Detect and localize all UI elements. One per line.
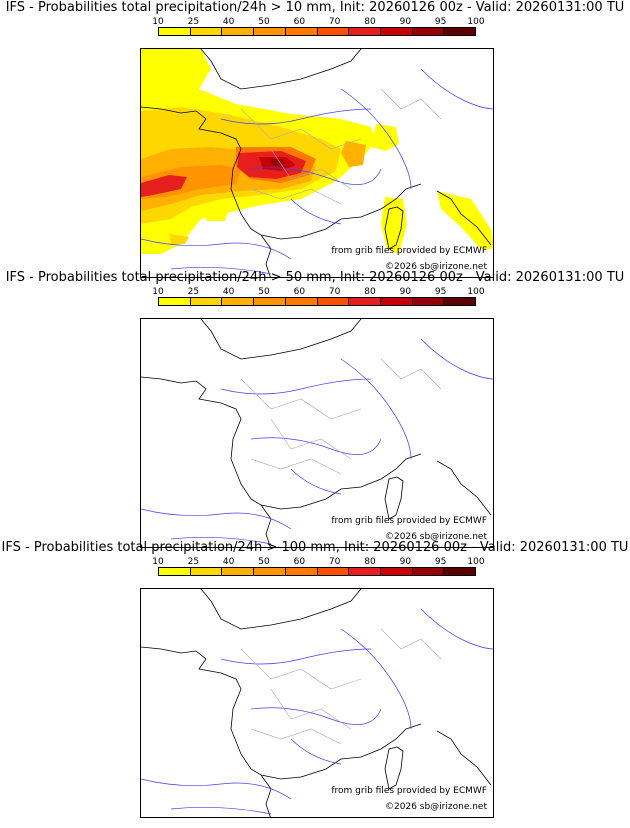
color-scale-labels: 10 25 40 50 60 70 80 90 95 100 bbox=[152, 557, 484, 567]
map-svg bbox=[141, 589, 493, 817]
scale-tick-label: 100 bbox=[467, 557, 485, 567]
scale-segment bbox=[317, 298, 350, 305]
scale-tick-label: 100 bbox=[467, 287, 485, 297]
scale-tick-label: 25 bbox=[187, 557, 200, 567]
scale-tick-label: 70 bbox=[328, 557, 341, 567]
scale-tick-label: 95 bbox=[434, 17, 447, 27]
scale-segment bbox=[412, 568, 445, 575]
scale-tick-label: 25 bbox=[187, 17, 200, 27]
scale-tick-label: 70 bbox=[328, 287, 341, 297]
scale-tick-label: 25 bbox=[187, 287, 200, 297]
scale-segment bbox=[349, 28, 381, 35]
scale-segment bbox=[412, 28, 445, 35]
scale-segment bbox=[285, 298, 318, 305]
scale-segment bbox=[285, 568, 318, 575]
scale-tick-label: 40 bbox=[222, 17, 235, 27]
data-source-credit: from grib files provided by ECMWF bbox=[331, 516, 487, 526]
scale-segment bbox=[254, 568, 286, 575]
scale-segment bbox=[444, 298, 476, 305]
copyright-credit: ©2026 sb@irizone.net bbox=[385, 262, 487, 272]
scale-tick-label: 90 bbox=[399, 17, 412, 27]
scale-tick-label: 40 bbox=[222, 557, 235, 567]
panel-title: IFS - Probabilities total precipitation/… bbox=[5, 270, 625, 285]
scale-tick-label: 100 bbox=[467, 17, 485, 27]
scale-segment bbox=[285, 28, 318, 35]
scale-tick-label: 10 bbox=[152, 557, 164, 567]
scale-tick-label: 40 bbox=[222, 287, 235, 297]
scale-segment bbox=[349, 568, 381, 575]
scale-tick-label: 10 bbox=[152, 287, 164, 297]
forecast-panel-100mm: IFS - Probabilities total precipitation/… bbox=[0, 540, 630, 818]
probability-map[interactable]: from grib files provided by ECMWF ©2026 … bbox=[140, 318, 494, 548]
scale-segment bbox=[380, 28, 413, 35]
scale-segment bbox=[159, 298, 191, 305]
scale-segment bbox=[190, 298, 223, 305]
map-svg bbox=[141, 319, 493, 547]
scale-segment bbox=[444, 28, 476, 35]
scale-tick-label: 80 bbox=[364, 557, 376, 567]
scale-tick-label: 95 bbox=[434, 557, 447, 567]
scale-segment bbox=[222, 568, 255, 575]
scale-segment bbox=[412, 298, 445, 305]
scale-segment bbox=[254, 28, 286, 35]
scale-segment bbox=[380, 298, 413, 305]
scale-tick-label: 60 bbox=[293, 287, 306, 297]
scale-tick-label: 50 bbox=[258, 287, 270, 297]
scale-segment bbox=[444, 568, 476, 575]
scale-tick-label: 70 bbox=[328, 17, 341, 27]
forecast-panel-10mm: IFS - Probabilities total precipitation/… bbox=[0, 0, 630, 278]
data-source-credit: from grib files provided by ECMWF bbox=[331, 786, 487, 796]
map-svg bbox=[141, 49, 493, 277]
color-scale-bar bbox=[158, 297, 476, 306]
scale-tick-label: 60 bbox=[293, 17, 306, 27]
probability-map[interactable]: from grib files provided by ECMWF ©2026 … bbox=[140, 588, 494, 818]
scale-tick-label: 90 bbox=[399, 557, 412, 567]
scale-tick-label: 60 bbox=[293, 557, 306, 567]
scale-tick-label: 10 bbox=[152, 17, 164, 27]
scale-segment bbox=[380, 568, 413, 575]
scale-tick-label: 90 bbox=[399, 287, 412, 297]
panel-title: IFS - Probabilities total precipitation/… bbox=[5, 0, 625, 15]
color-scale-labels: 10 25 40 50 60 70 80 90 95 100 bbox=[152, 17, 484, 27]
data-source-credit: from grib files provided by ECMWF bbox=[331, 246, 487, 256]
scale-tick-label: 80 bbox=[364, 287, 376, 297]
forecast-panel-50mm: IFS - Probabilities total precipitation/… bbox=[0, 270, 630, 548]
scale-segment bbox=[222, 28, 255, 35]
scale-tick-label: 95 bbox=[434, 287, 447, 297]
scale-segment bbox=[254, 298, 286, 305]
color-scale-bar bbox=[158, 567, 476, 576]
scale-segment bbox=[317, 28, 350, 35]
probability-map[interactable]: from grib files provided by ECMWF ©2026 … bbox=[140, 48, 494, 278]
scale-segment bbox=[190, 28, 223, 35]
precip-field bbox=[141, 49, 493, 254]
scale-segment bbox=[159, 28, 191, 35]
scale-tick-label: 50 bbox=[258, 17, 270, 27]
scale-tick-label: 50 bbox=[258, 557, 270, 567]
scale-segment bbox=[317, 568, 350, 575]
scale-segment bbox=[190, 568, 223, 575]
panel-title: IFS - Probabilities total precipitation/… bbox=[1, 540, 629, 555]
copyright-credit: ©2026 sb@irizone.net bbox=[385, 532, 487, 542]
color-scale-bar bbox=[158, 27, 476, 36]
scale-segment bbox=[349, 298, 381, 305]
color-scale-labels: 10 25 40 50 60 70 80 90 95 100 bbox=[152, 287, 484, 297]
scale-tick-label: 80 bbox=[364, 17, 376, 27]
scale-segment bbox=[222, 298, 255, 305]
scale-segment bbox=[159, 568, 191, 575]
copyright-credit: ©2026 sb@irizone.net bbox=[385, 802, 487, 812]
